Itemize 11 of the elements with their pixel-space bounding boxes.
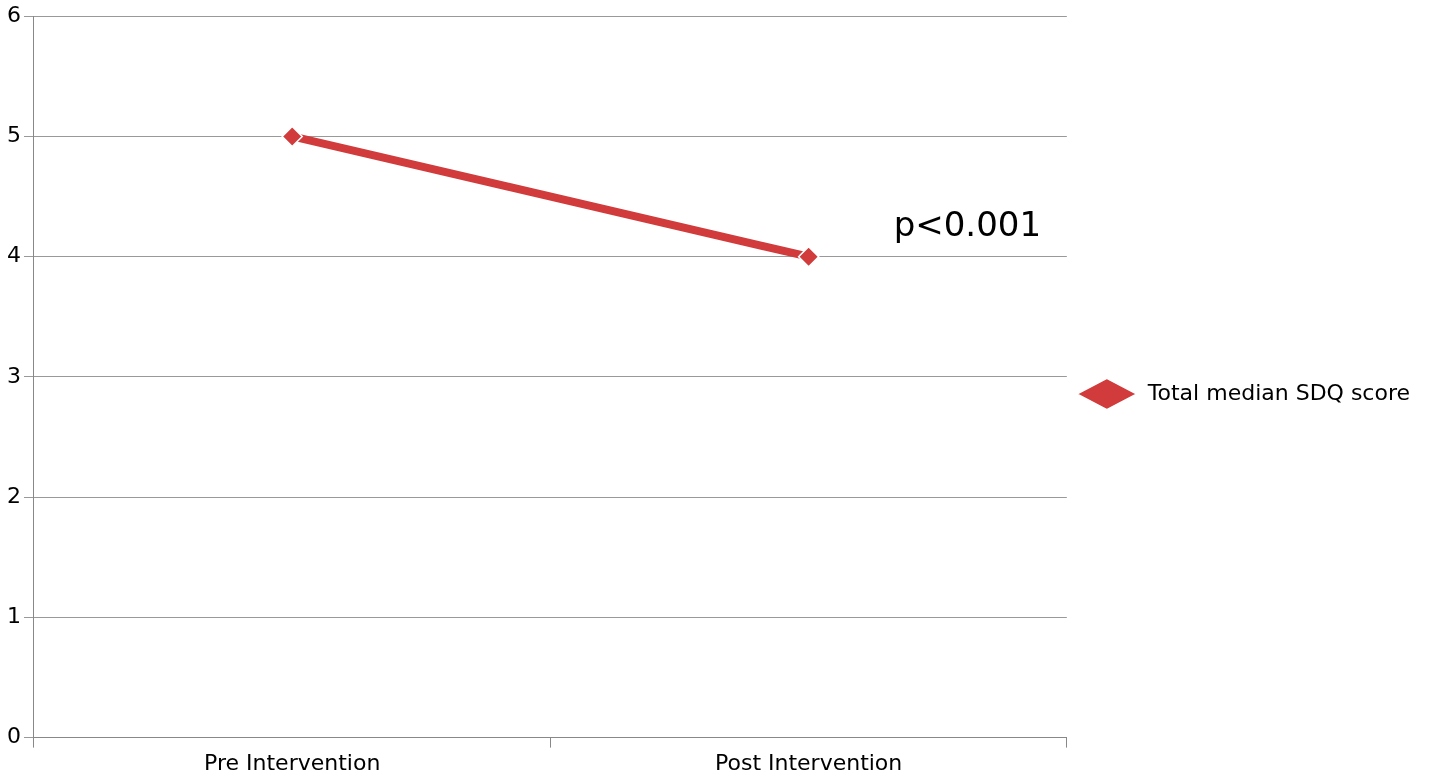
- x-tick-label: Post Intervention: [714, 749, 903, 775]
- y-tick-label: 5: [7, 122, 21, 148]
- legend-label: Total median SDQ score: [1146, 379, 1411, 405]
- y-tick-label: 0: [7, 723, 21, 749]
- y-tick-label: 6: [7, 1, 21, 27]
- x-tick-label: Pre Intervention: [204, 749, 381, 775]
- y-tick-label: 4: [7, 242, 21, 268]
- annotation: p<0.001: [893, 204, 1042, 245]
- y-tick-label: 1: [7, 603, 21, 629]
- y-tick-label: 2: [7, 482, 21, 508]
- y-tick-label: 3: [7, 362, 21, 388]
